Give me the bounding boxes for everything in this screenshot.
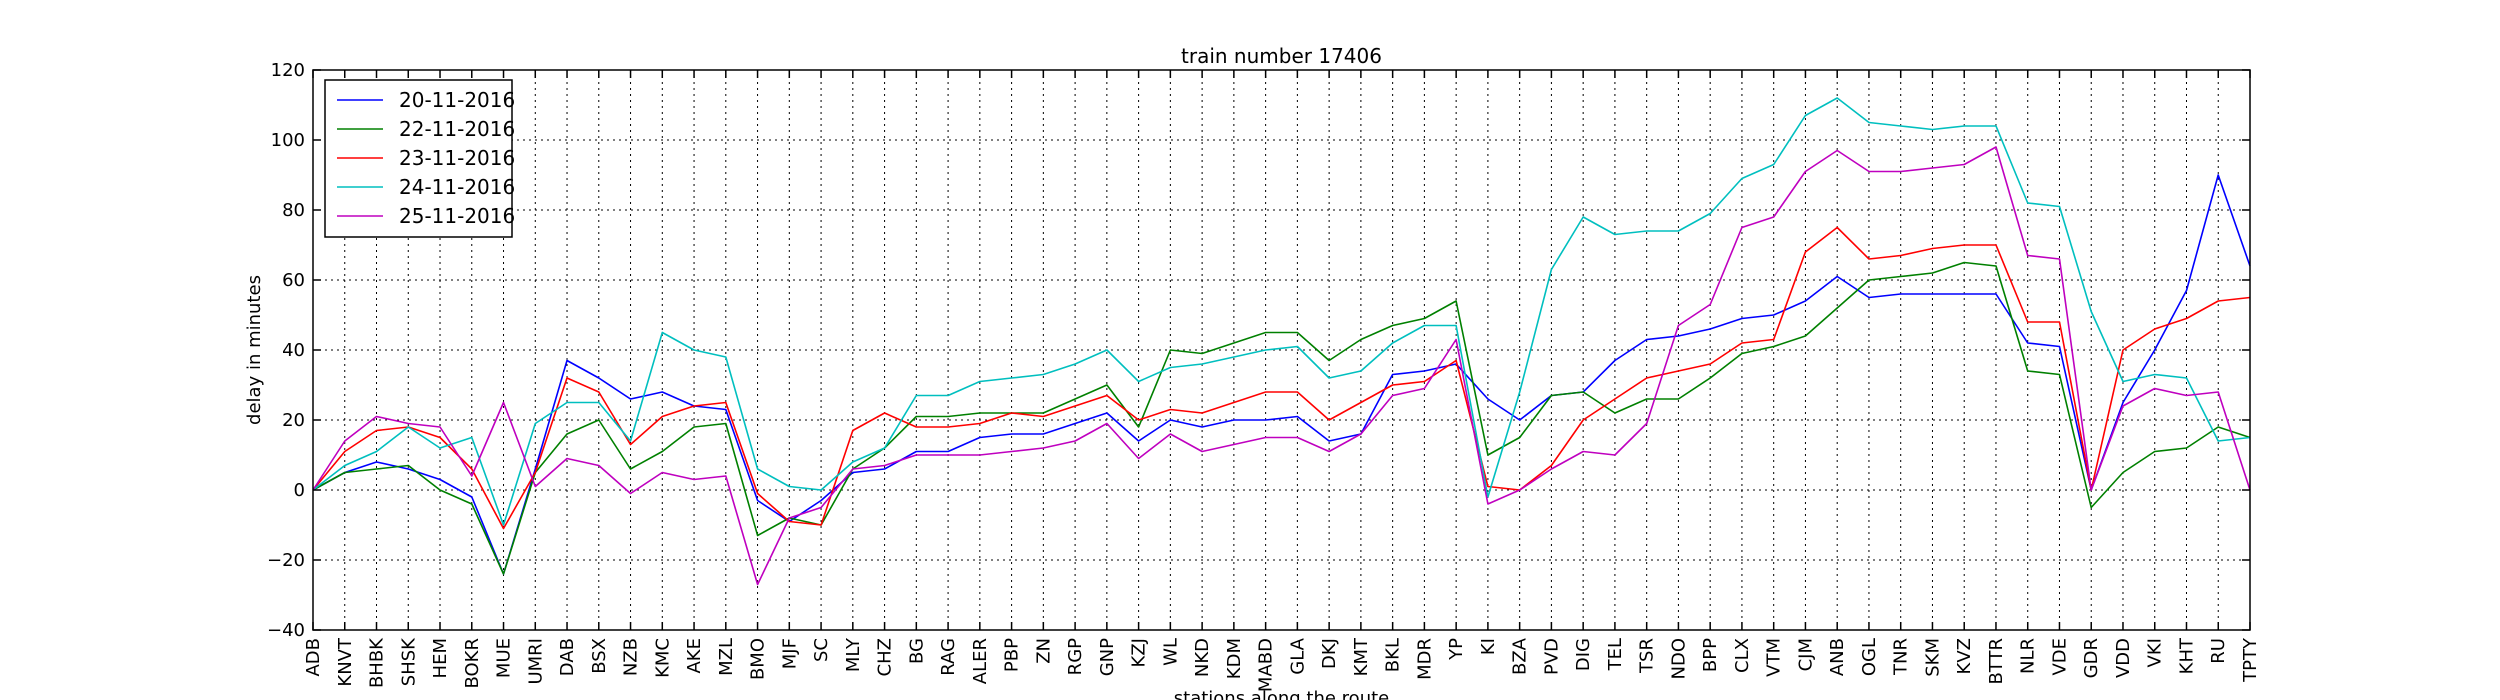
data-series-lines [312, 97, 2251, 586]
y-tick-label: −20 [267, 550, 305, 571]
x-tick-label: NDO [1668, 638, 1689, 680]
legend-label: 20-11-2016 [399, 88, 515, 112]
y-tick-label: 120 [271, 60, 305, 81]
legend: 20-11-2016 22-11-2016 23-11-2016 24-11-2016… [324, 79, 515, 238]
x-tick-label: KI [1478, 638, 1499, 655]
x-tick-label: KHT [2176, 637, 2197, 674]
x-tick-label: CJM [1795, 638, 1816, 671]
series-line-23-11-2016 [312, 226, 2251, 530]
x-tick-label: VKI [2145, 638, 2166, 667]
x-tick-label: MUE [494, 638, 515, 678]
x-tick-label: MDR [1414, 638, 1435, 680]
x-tick-label: BPP [1700, 638, 1721, 672]
x-tick-label: PBP [1002, 638, 1023, 672]
x-tick-label: AKE [684, 638, 705, 674]
x-tick-label: KVZ [1954, 638, 1975, 674]
x-tick-label: GLA [1287, 637, 1308, 674]
x-tick-label: CLX [1732, 638, 1753, 673]
x-tick-label: VDE [2049, 638, 2070, 676]
x-tick-label: MLY [843, 637, 864, 672]
series-line-24-11-2016 [312, 97, 2251, 526]
x-tick-label: GNP [1097, 638, 1118, 676]
x-tick-label: MZL [716, 638, 737, 676]
y-tick-label: 80 [282, 200, 305, 221]
x-tick-label: ZN [1033, 638, 1054, 664]
y-tick-label: 20 [282, 410, 305, 431]
x-tick-label: TPTY [2240, 637, 2261, 683]
x-tick-label: KZJ [1129, 638, 1150, 667]
x-tick-label: TEL [1605, 638, 1626, 671]
x-tick-label: KMC [652, 638, 673, 678]
x-tick-label: BSX [589, 638, 610, 674]
x-tick-label: KNVT [335, 637, 356, 687]
x-tick-label: ADB [303, 638, 324, 677]
chart-title: train number 17406 [1181, 44, 1382, 68]
legend-label: 22-11-2016 [399, 117, 515, 141]
x-tick-label: TSR [1637, 638, 1658, 674]
x-tick-label: NLR [2018, 638, 2039, 674]
x-tick-label: HEM [430, 638, 451, 678]
x-tick-label: SKM [1922, 638, 1943, 677]
x-tick-label: VDD [2113, 638, 2134, 678]
x-tick-label: MJF [779, 638, 800, 669]
x-tick-label: ALER [970, 638, 991, 684]
series-line-20-11-2016 [312, 174, 2251, 575]
x-tick-label: RAG [938, 638, 959, 676]
x-tick-label: MABD [1256, 638, 1277, 692]
x-tick-label: UMRI [525, 638, 546, 685]
legend-label: 24-11-2016 [399, 175, 515, 199]
x-tick-label: YP [1446, 638, 1467, 661]
grid-lines [313, 70, 2250, 630]
x-tick-label: GDR [2081, 638, 2102, 678]
y-tick-label: 60 [282, 270, 305, 291]
x-tick-label: NKD [1192, 638, 1213, 677]
y-axis: −40 −20 0 20 40 60 80 100 120 [267, 60, 2250, 641]
x-tick-label: DAB [557, 638, 578, 676]
y-tick-label: 0 [294, 480, 305, 501]
x-tick-label: WL [1160, 638, 1181, 666]
x-tick-label: BZA [1510, 637, 1531, 675]
x-tick-label: CHZ [875, 638, 896, 676]
x-tick-label: DKJ [1319, 638, 1340, 669]
legend-label: 25-11-2016 [399, 204, 515, 228]
x-axis-label: stations along the route [1174, 688, 1389, 700]
x-tick-label: TNR [1891, 638, 1912, 676]
x-tick-label: RU [2208, 638, 2229, 664]
x-tick-label: RGP [1065, 638, 1086, 675]
legend-label: 23-11-2016 [399, 146, 515, 170]
x-tick-label: NZB [621, 638, 642, 676]
x-tick-label: DIG [1573, 638, 1594, 671]
x-tick-label: VTM [1764, 638, 1785, 677]
x-tick-label: BMO [748, 638, 769, 680]
x-tick-label: BHBK [367, 637, 388, 688]
x-tick-label: KDM [1224, 638, 1245, 679]
y-tick-label: 40 [282, 340, 305, 361]
x-tick-label: PVD [1541, 638, 1562, 675]
y-tick-label: −40 [267, 620, 305, 641]
series-line-25-11-2016 [312, 146, 2251, 586]
x-tick-label: BG [906, 638, 927, 664]
x-tick-label: BOKR [462, 638, 483, 689]
x-tick-label: SC [811, 638, 832, 662]
x-tick-label: BKL [1383, 638, 1404, 672]
series-line-22-11-2016 [312, 261, 2251, 575]
x-axis: ADB KNVT BHBK SHSK HEM BOKR MUE UMRI DAB BSX NZB KM… [303, 70, 2261, 692]
x-tick-label: OGL [1859, 638, 1880, 676]
x-tick-label: BTTR [1986, 638, 2007, 685]
x-tick-label: KMT [1351, 637, 1372, 676]
x-tick-label: SHSK [398, 637, 419, 686]
x-tick-label: ANB [1827, 638, 1848, 676]
y-tick-label: 100 [271, 130, 305, 151]
y-axis-label: delay in minutes [244, 275, 265, 425]
